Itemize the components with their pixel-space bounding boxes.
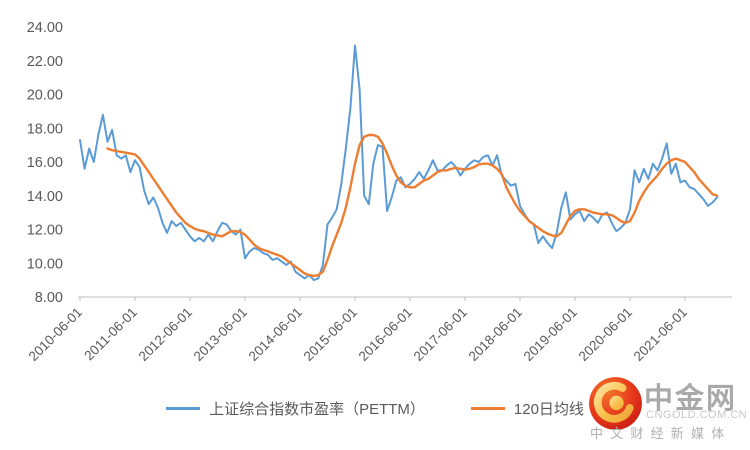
chart-legend: 上证综合指数市盈率（PETTM） 120日均线: [0, 398, 750, 419]
y-axis-label: 22.00: [27, 54, 63, 70]
ma120-line: [106, 133, 719, 278]
x-axis-label: 2018-06-01: [466, 305, 525, 364]
y-axis-label: 18.00: [27, 121, 63, 137]
y-axis-label: 14.00: [27, 189, 63, 205]
pettm-line: [79, 44, 719, 282]
watermark-domain: CNGOLD.COM.CN: [646, 409, 748, 421]
legend-item-pettm: 上证综合指数市盈率（PETTM）: [166, 398, 425, 419]
y-axis-label: 10.00: [27, 256, 63, 272]
x-axis-label: 2017-06-01: [411, 305, 470, 364]
y-axis-label: 16.00: [27, 155, 63, 171]
x-axis-label: 2013-06-01: [191, 305, 250, 364]
cngold-watermark: 中金网 CNGOLD.COM.CN 中文财经新媒体: [586, 374, 748, 446]
watermark-brand: 中金网: [644, 383, 738, 415]
pettm-legend-label: 上证综合指数市盈率（PETTM）: [209, 401, 425, 418]
x-axis-label: 2010-06-01: [26, 305, 85, 364]
ma120-legend-label: 120日均线: [513, 401, 584, 418]
ma120-line-swatch: [470, 407, 505, 410]
cngold-logo-icon: [589, 377, 642, 430]
x-axis-label: 2019-06-01: [521, 305, 580, 364]
y-axis-label: 8.00: [35, 290, 63, 306]
y-axis-label: 24.00: [27, 20, 63, 36]
x-axis-label: 2021-06-01: [631, 305, 690, 364]
x-axis-label: 2011-06-01: [81, 305, 140, 364]
x-axis-label: 2016-06-01: [356, 305, 415, 364]
y-axis-label: 20.00: [27, 88, 63, 104]
y-axis-label: 12.00: [27, 223, 63, 239]
x-axis-label: 2014-06-01: [246, 305, 305, 364]
pettm-line-swatch: [166, 407, 201, 410]
x-axis-label: 2020-06-01: [576, 305, 635, 364]
watermark-tagline: 中文财经新媒体: [590, 426, 732, 441]
x-axis-label: 2015-06-01: [301, 305, 360, 364]
x-axis-label: 2012-06-01: [136, 305, 195, 364]
legend-item-ma120: 120日均线: [470, 398, 584, 419]
